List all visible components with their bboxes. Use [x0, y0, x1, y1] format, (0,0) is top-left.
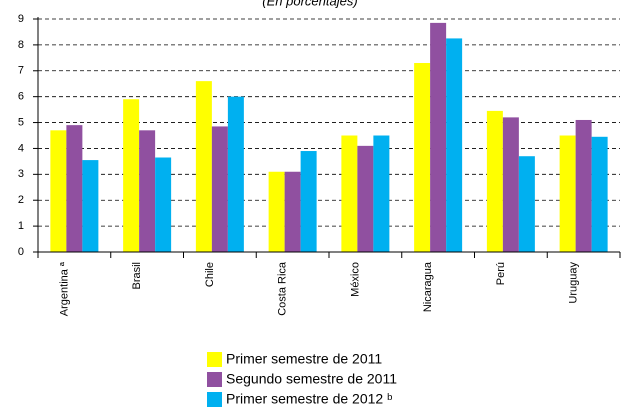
y-tick-label: 7 [18, 65, 24, 77]
bar [50, 130, 67, 252]
bar [373, 135, 390, 252]
x-tick-label: Argentina ª [58, 261, 70, 316]
y-tick-label: 4 [18, 142, 24, 154]
y-tick-label: 8 [18, 39, 24, 51]
bar [575, 119, 592, 252]
legend-label: Primer semestre de 2012 ᵇ [226, 391, 392, 407]
bar [357, 145, 374, 252]
y-tick-label: 1 [18, 220, 24, 232]
y-tick-label: 9 [18, 13, 24, 25]
bar [414, 63, 431, 253]
y-tick-label: 0 [18, 246, 24, 258]
bar [66, 125, 83, 252]
bar [446, 38, 463, 252]
bar [195, 81, 212, 252]
legend-swatch [207, 352, 222, 367]
bar [559, 135, 576, 252]
legend-swatch [207, 392, 222, 407]
bar [518, 156, 535, 252]
x-tick-label: Chile [204, 262, 216, 287]
bar [284, 171, 301, 252]
y-tick-label: 2 [18, 194, 24, 206]
x-tick-label: Costa Rica [277, 261, 289, 316]
bar [300, 151, 317, 252]
chart-subtitle: (En porcentajes) [262, 0, 357, 8]
y-tick-label: 5 [18, 116, 24, 128]
bar [82, 160, 99, 252]
y-tick-label: 6 [18, 91, 24, 103]
bar [268, 171, 285, 252]
y-tick-label: 3 [18, 168, 24, 180]
bar [155, 157, 172, 252]
x-tick-label: Uruguay [568, 262, 580, 304]
bar [123, 99, 140, 252]
bar [341, 135, 358, 252]
bar [139, 130, 156, 252]
legend-label: Primer semestre de 2011 [226, 351, 382, 367]
x-tick-label: Nicaragua [422, 261, 434, 312]
bar [227, 96, 244, 253]
bar [430, 22, 447, 253]
legend-swatch [207, 372, 222, 387]
legend-label: Segundo semestre de 2011 [226, 371, 397, 387]
bar [486, 110, 503, 253]
bar [502, 117, 519, 252]
x-tick-label: Brasil [131, 262, 143, 290]
bar [591, 136, 608, 252]
x-tick-label: Perú [495, 262, 507, 285]
bar [211, 126, 228, 252]
x-tick-label: México [349, 262, 361, 297]
